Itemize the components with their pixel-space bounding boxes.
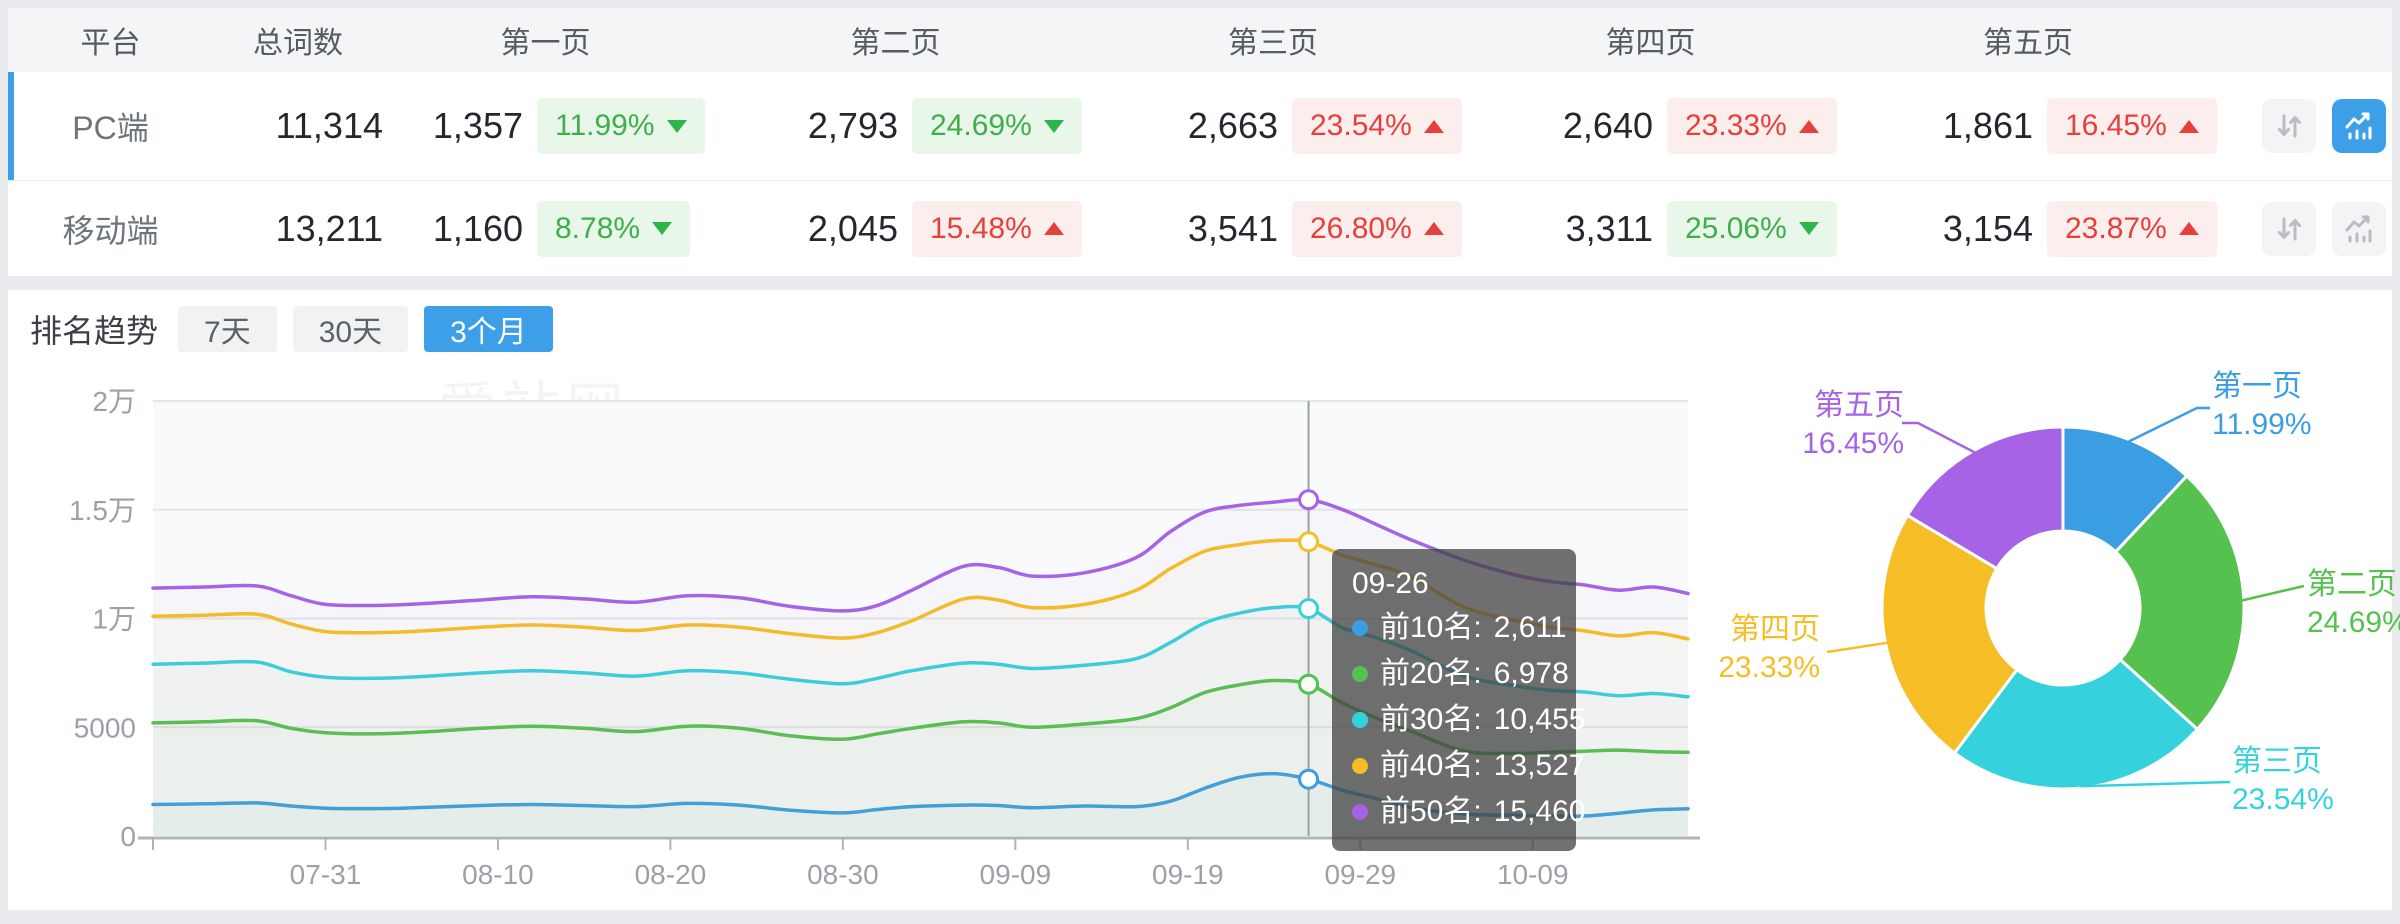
page1-change-badge: 11.99%	[537, 98, 705, 154]
line-chart-icon	[2345, 112, 2372, 140]
donut-label-page5: 第五页 16.45%	[1802, 389, 1904, 460]
col-header-page1: 第一页	[500, 27, 591, 60]
svg-text:10-09: 10-09	[1497, 859, 1569, 890]
tooltip-row: 前40名: 13,527	[1352, 743, 1585, 789]
donut-label-page3: 第三页 23.54%	[2232, 745, 2334, 816]
donut-label-page4: 第四页 23.33%	[1718, 613, 1820, 684]
tooltip-row: 前30名: 10,455	[1352, 697, 1585, 743]
svg-text:09-29: 09-29	[1324, 859, 1396, 890]
page5-count: 3,154	[1942, 207, 2033, 249]
page5-change-badge: 23.87%	[2047, 200, 2217, 257]
series-dot-icon	[1352, 758, 1368, 774]
trend-chart-button[interactable]	[2332, 99, 2386, 153]
trend-arrow-icon	[1423, 222, 1444, 235]
col-header-page2: 第二页	[850, 27, 941, 60]
line-chart-icon	[2345, 215, 2372, 242]
page4-count: 2,640	[1562, 105, 1653, 146]
table-row-mobile[interactable]: 移动端 13,211 1,160 8.78% 2,045 15.48% 3,54…	[8, 180, 2392, 276]
page3-change-badge: 23.54%	[1292, 98, 1462, 154]
tooltip-row: 前50名: 15,460	[1352, 789, 1585, 835]
page2-count: 2,045	[807, 207, 898, 249]
tab-3months[interactable]: 3个月	[424, 306, 553, 352]
series-dot-icon	[1352, 666, 1368, 682]
trend-arrow-icon	[2178, 222, 2199, 235]
svg-text:09-19: 09-19	[1152, 859, 1224, 890]
page4-change-badge: 23.33%	[1667, 98, 1837, 154]
platform-label: 移动端	[62, 212, 159, 249]
svg-text:08-30: 08-30	[807, 859, 879, 890]
svg-text:5000: 5000	[74, 712, 136, 743]
page5-count: 1,861	[1942, 105, 2033, 146]
page1-count: 1,357	[432, 105, 523, 146]
series-dot-icon	[1352, 804, 1368, 820]
page4-change-badge: 25.06%	[1667, 200, 1837, 257]
trend-arrow-icon	[652, 222, 673, 235]
col-header-total: 总词数	[253, 27, 343, 60]
tab-30days[interactable]: 30天	[292, 306, 409, 352]
page2-count: 2,793	[807, 105, 898, 146]
page3-count: 3,541	[1187, 207, 1278, 249]
series-dot-icon	[1352, 712, 1368, 728]
sort-button[interactable]	[2262, 99, 2316, 153]
svg-text:1万: 1万	[92, 604, 136, 635]
platform-label: PC端	[72, 110, 149, 146]
series-dot-icon	[1352, 620, 1368, 636]
total-words-value: 13,211	[275, 207, 383, 249]
page4-count: 3,311	[1565, 207, 1653, 249]
sort-button[interactable]	[2262, 201, 2316, 256]
trend-arrow-icon	[2178, 119, 2199, 133]
page1-change-badge: 8.78%	[537, 200, 691, 257]
trend-section: 排名趋势 7天 30天 3个月 爱站网 爱站网[XX] 07-3108-1008…	[8, 290, 2400, 910]
tooltip-date: 09-26	[1352, 567, 1429, 600]
svg-text:1.5万: 1.5万	[69, 495, 136, 526]
page1-count: 1,160	[432, 207, 523, 249]
col-header-page4: 第四页	[1605, 27, 1696, 60]
col-header-page5: 第五页	[1983, 27, 2073, 60]
table-row-pc[interactable]: PC端 11,314 1,357 11.99% 2,793 24.69% 2,6…	[8, 72, 2392, 180]
tooltip-row: 前10名: 2,611	[1352, 605, 1567, 651]
page3-change-badge: 26.80%	[1292, 200, 1462, 257]
trend-chart-button[interactable]	[2332, 201, 2386, 256]
donut-label-page1: 第一页 11.99%	[2212, 370, 2312, 441]
col-header-page3: 第三页	[1228, 27, 1318, 60]
donut-label-page2: 第二页 24.69%	[2307, 568, 2400, 639]
keyword-rank-table: 平台 总词数 第一页 第二页 第三页 第四页 第五页 PC端 11,314 1,…	[8, 8, 2392, 276]
trend-arrow-icon	[1798, 222, 1819, 235]
svg-text:07-31: 07-31	[290, 859, 362, 890]
trend-arrow-icon	[1423, 119, 1444, 133]
table-header-row: 平台 总词数 第一页 第二页 第三页 第四页 第五页	[8, 8, 2392, 72]
svg-text:09-09: 09-09	[980, 859, 1052, 890]
trend-arrow-icon	[1798, 119, 1819, 133]
sort-arrows-icon	[2278, 114, 2301, 138]
page2-change-badge: 15.48%	[912, 200, 1082, 257]
svg-text:0: 0	[120, 821, 136, 852]
page3-count: 2,663	[1187, 105, 1278, 146]
trend-arrow-icon	[666, 119, 687, 133]
svg-text:08-20: 08-20	[635, 859, 707, 890]
page5-change-badge: 16.45%	[2047, 98, 2217, 154]
sort-arrows-icon	[2278, 217, 2301, 240]
chart-tooltip: 09-26 前10名: 2,611 前20名: 6,978 前30名: 10,455 …	[1332, 549, 1585, 851]
total-words-value: 11,314	[275, 105, 383, 146]
svg-text:08-10: 08-10	[462, 859, 534, 890]
tooltip-row: 前20名: 6,978	[1352, 651, 1569, 697]
section-title: 排名趋势	[30, 313, 159, 349]
tab-7days[interactable]: 7天	[178, 306, 277, 352]
page-distribution-donut[interactable]: 第一页 11.99% 第二页 24.69% 第三页 23.54% 第四页 23.33% …	[1700, 290, 2400, 910]
col-header-platform: 平台	[80, 27, 141, 60]
trend-arrow-icon	[1043, 222, 1064, 235]
trend-arrow-icon	[1043, 119, 1064, 133]
page2-change-badge: 24.69%	[912, 98, 1082, 154]
svg-text:2万: 2万	[92, 386, 136, 417]
